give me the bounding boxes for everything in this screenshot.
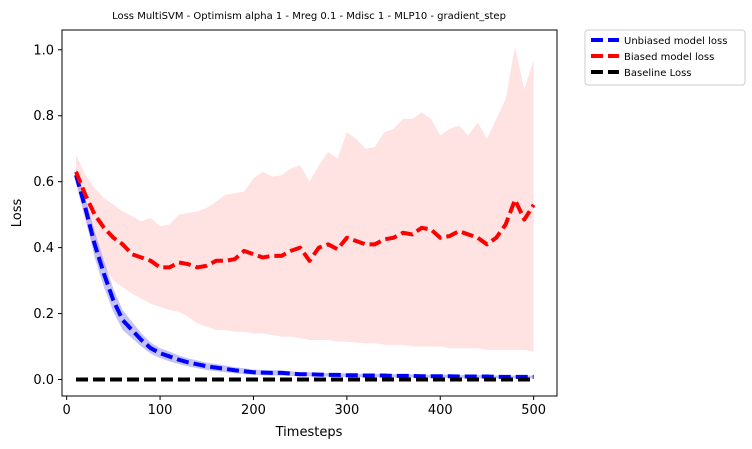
x-tick-label: 200 xyxy=(241,403,266,418)
plot-area: 0 100 200 300 400 500 0.0 0.2 0.4 0.6 0.8 1.0 xyxy=(33,29,558,418)
line-unbiased-model-loss xyxy=(74,174,534,379)
y-tick-label: 0.2 xyxy=(33,307,54,322)
y-axis-label: Loss xyxy=(10,199,25,228)
x-axis: 0 100 200 300 400 500 xyxy=(63,396,546,418)
x-tick-label: 300 xyxy=(334,403,359,418)
y-tick-label: 0.6 xyxy=(33,175,54,190)
x-tick-label: 0 xyxy=(63,403,71,418)
legend: Unbiased model loss Biased model loss Base… xyxy=(584,29,746,86)
y-tick-label: 1.0 xyxy=(33,43,54,58)
band-biased-model-loss xyxy=(76,46,534,352)
legend-label: Unbiased model loss xyxy=(624,36,727,47)
legend-label: Biased model loss xyxy=(624,52,714,63)
legend-frame xyxy=(584,29,746,86)
legend-label: Baseline Loss xyxy=(624,68,692,79)
axes-frame xyxy=(61,29,558,397)
chart-title: Loss MultiSVM - Optimism alpha 1 - Mreg … xyxy=(112,11,506,22)
x-axis-label: Timesteps xyxy=(275,425,343,440)
line-biased-model-loss xyxy=(74,171,536,270)
x-tick-label: 100 xyxy=(148,403,173,418)
x-tick-label: 500 xyxy=(521,403,546,418)
y-tick-label: 0.8 xyxy=(33,109,54,124)
y-tick-label: 0.4 xyxy=(33,241,54,256)
x-tick-label: 400 xyxy=(428,403,453,418)
y-axis: 0.0 0.2 0.4 0.6 0.8 1.0 xyxy=(33,43,62,388)
y-tick-label: 0.0 xyxy=(33,373,54,388)
